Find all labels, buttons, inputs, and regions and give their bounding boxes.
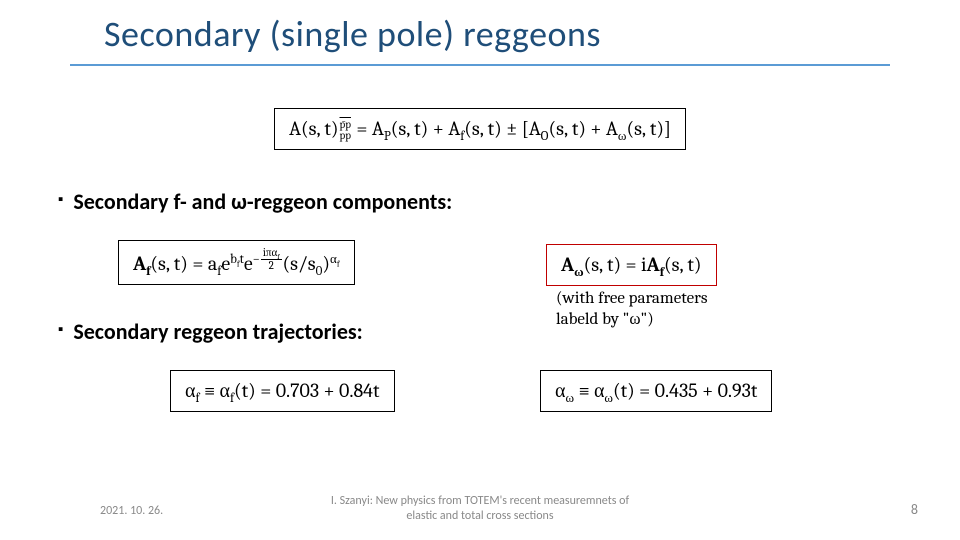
Af-exp-alpha-sub: f xyxy=(337,259,340,269)
main-equation-box: A(s, t)p̄ppp = AP(s, t) + Af(s, t) ± [AO… xyxy=(274,108,686,150)
tf-plus: + xyxy=(319,379,339,402)
Aw-eq-sign: = xyxy=(621,253,641,276)
eq-equals: = xyxy=(352,117,372,140)
Af-box-wrap: Af(s, t) = afebfte−iπαf2(s/s0)αf xyxy=(118,240,355,285)
Af-ratio-close: ) xyxy=(322,252,330,275)
Aw-rhs-args: (s, t) xyxy=(664,253,702,276)
eq-plus1: + xyxy=(428,117,448,140)
eq-Af-args: (s, t) xyxy=(464,117,502,140)
Af-final-exp: αf xyxy=(330,252,339,267)
Af-a: a xyxy=(208,252,217,275)
footer-page-number: 8 xyxy=(911,501,918,518)
Af-ratio-open: (s/s xyxy=(283,252,316,275)
tw-s1: ω xyxy=(565,391,574,406)
Aw-lhs-sub: ω xyxy=(574,265,584,280)
bullet-2: ▪ Secondary reggeon trajectories: xyxy=(58,318,900,345)
tf-args: (t) xyxy=(234,379,256,402)
Aw-lhs-args: (s, t) xyxy=(584,253,622,276)
eq-A: A(s, t) xyxy=(289,117,339,140)
traj-w-equation: αω ≡ αω(t) = 0.435 + 0.93t xyxy=(555,379,757,402)
eq-AP-sub: P xyxy=(384,129,391,144)
tw-a1: α xyxy=(555,379,565,402)
bullet-2-text: Secondary reggeon trajectories: xyxy=(73,318,362,345)
slide: Secondary (single pole) reggeons A(s, t)… xyxy=(0,0,960,540)
footer-center-line2: elastic and total cross sections xyxy=(0,509,960,524)
Af-e1-b: b xyxy=(230,252,237,267)
Af-frac: iπαf2 xyxy=(261,247,282,272)
Af-e1: e xyxy=(221,252,230,275)
tf-eq: = xyxy=(256,379,276,402)
eq-plus2: + xyxy=(586,117,606,140)
traj-w-wrap: αω ≡ αω(t) = 0.435 + 0.93t xyxy=(540,370,772,412)
Af-minus: − xyxy=(253,252,260,267)
tw-equiv: ≡ xyxy=(574,379,594,402)
bullet-1-text: Secondary f- and ω-reggeon components: xyxy=(73,188,452,215)
tw-s2: ω xyxy=(604,391,613,406)
eq-Aw: A xyxy=(606,117,618,140)
Aw-lhs-A: A xyxy=(561,253,574,276)
bullet-marker-icon-2: ▪ xyxy=(58,321,63,339)
footer-center: I. Szanyi: New physics from TOTEM's rece… xyxy=(0,494,960,524)
eq-AP-args: (s, t) xyxy=(391,117,429,140)
Af-e2-exp: −iπαf2 xyxy=(253,252,283,267)
Aw-rhs-A: A xyxy=(647,253,660,276)
eq-AO: A xyxy=(529,117,541,140)
Af-e1-exp: bft xyxy=(230,252,244,267)
tf-a1: α xyxy=(185,379,195,402)
Af-frac-num-a: iπα xyxy=(263,246,277,259)
eq-AO-args: (s, t) xyxy=(548,117,586,140)
tw-plus: + xyxy=(698,379,718,402)
Af-lhs-args: (s, t) xyxy=(150,252,188,275)
footer-center-line1: I. Szanyi: New physics from TOTEM's rece… xyxy=(0,494,960,509)
slide-title: Secondary (single pole) reggeons xyxy=(70,12,890,62)
eq-rbrack: ] xyxy=(664,117,671,140)
main-equation: A(s, t)p̄ppp = AP(s, t) + Af(s, t) ± [AO… xyxy=(289,117,671,140)
traj-f-box: αf ≡ αf(t) = 0.703 + 0.84t xyxy=(170,370,395,412)
Af-frac-num-sub: f xyxy=(277,253,279,261)
traj-f-wrap: αf ≡ αf(t) = 0.703 + 0.84t xyxy=(170,370,395,412)
Aw-note-line1: (with free parameters xyxy=(556,288,708,309)
eq-Af: A xyxy=(448,117,460,140)
title-block: Secondary (single pole) reggeons xyxy=(70,12,890,66)
Aw-equation: Aω(s, t) = iAf(s, t) xyxy=(561,253,702,276)
Af-equation-box: Af(s, t) = afebfte−iπαf2(s/s0)αf xyxy=(118,240,355,285)
traj-w-box: αω ≡ αω(t) = 0.435 + 0.93t xyxy=(540,370,772,412)
tw-eq: = xyxy=(635,379,655,402)
tw-c0: 0.435 xyxy=(655,379,698,402)
Af-equation: Af(s, t) = afebfte−iπαf2(s/s0)αf xyxy=(133,252,340,275)
main-equation-row: A(s, t)p̄ppp = AP(s, t) + Af(s, t) ± [AO… xyxy=(0,108,960,150)
Af-frac-den: 2 xyxy=(261,260,282,272)
tf-a2: α xyxy=(219,379,229,402)
Af-lhs-A: A xyxy=(133,252,146,275)
tw-a2: α xyxy=(594,379,604,402)
bullet-1: ▪ Secondary f- and ω-reggeon components: xyxy=(58,188,900,215)
Aw-box-wrap: Aω(s, t) = iAf(s, t) xyxy=(546,244,717,286)
footer: 2021. 10. 26. I. Szanyi: New physics fro… xyxy=(0,484,960,524)
eq-AP: A xyxy=(372,117,384,140)
Af-exp-alpha: α xyxy=(330,252,337,267)
eq-pm: ± xyxy=(502,117,522,140)
eq-Aw-args: (s, t) xyxy=(626,117,664,140)
bullet-marker-icon: ▪ xyxy=(58,191,63,209)
Aw-equation-box: Aω(s, t) = iAf(s, t) xyxy=(546,244,717,286)
title-underline-rule xyxy=(70,64,890,66)
tf-c1: 0.84 xyxy=(339,379,373,402)
eq-pp-lower: pp xyxy=(340,130,351,141)
tf-equiv: ≡ xyxy=(200,379,220,402)
eq-lbrack: [ xyxy=(522,117,529,140)
eq-pp-stack: p̄ppp xyxy=(340,119,351,141)
tw-args: (t) xyxy=(613,379,635,402)
tw-t: t xyxy=(751,379,758,402)
Af-eq-sign: = xyxy=(188,252,208,275)
Af-e2: e xyxy=(244,252,253,275)
traj-f-equation: αf ≡ αf(t) = 0.703 + 0.84t xyxy=(185,379,380,402)
tw-c1: 0.93 xyxy=(718,379,751,402)
tf-t: t xyxy=(373,379,380,402)
tf-c0: 0.703 xyxy=(276,379,319,402)
